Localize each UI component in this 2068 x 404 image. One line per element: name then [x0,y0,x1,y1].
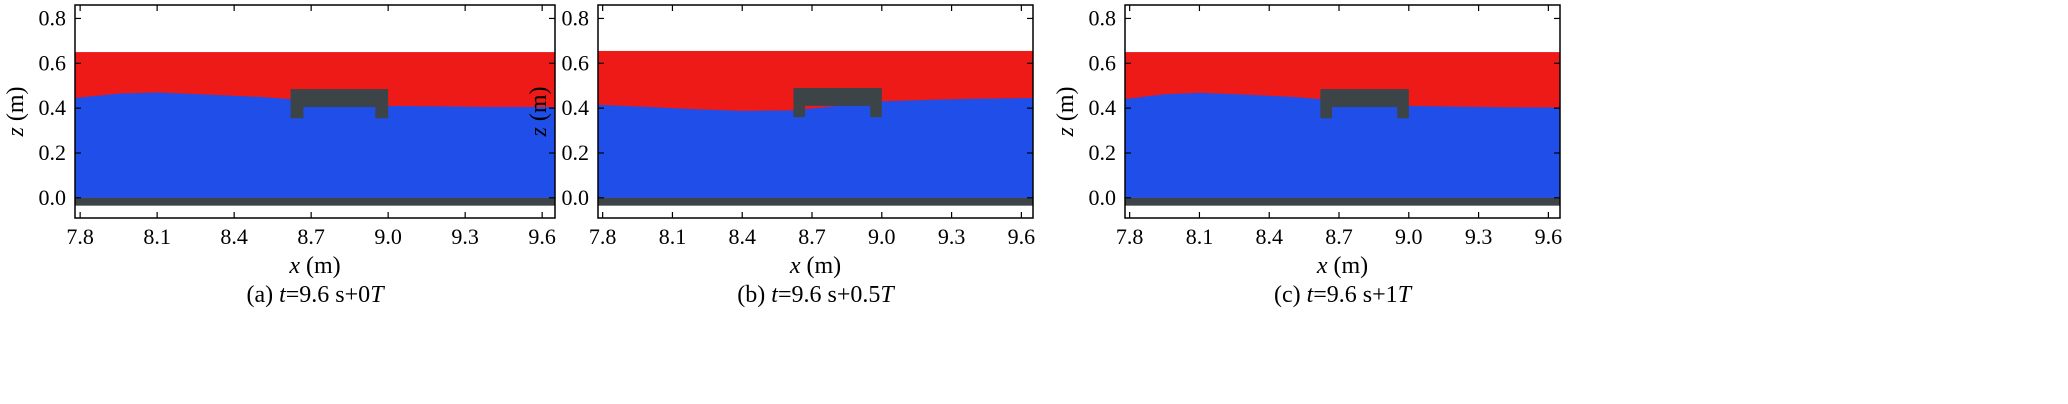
y-tick-label: 0.8 [562,5,590,30]
y-axis-label: z (m) [526,87,552,138]
y-axis-label-unit: (m) [526,87,552,128]
y-tick-label: 0.8 [1089,5,1117,30]
panel-c: 7.8 8.1 8.4 8.7 9.0 9.3 9.6 0.0 0.2 0.4 0.6 0.8 x (m… [1053,4,1563,308]
plot-frame [1124,4,1561,219]
panel-caption: (c) t=9.6 s+1T [1274,282,1413,308]
y-tick-label: 0.4 [39,95,67,120]
caption-mid: =9.6 s+0.5 [778,282,880,308]
x-tick-label: 8.4 [728,224,756,249]
y-tick-label: 0.6 [562,50,590,75]
structure-leg-left [290,107,304,119]
plot-frame [74,4,556,219]
structure-leg-left [793,105,806,118]
caption-mid: =9.6 s+0 [286,282,370,308]
x-tick-label: 9.3 [1465,224,1493,249]
structure-deck [793,87,882,106]
y-tick-label: 0.4 [1089,95,1117,120]
y-tick-label: 0.8 [39,5,67,30]
x-tick-label: 8.7 [1325,224,1353,249]
water-region [598,98,1033,198]
x-axis-label-var: x [1316,253,1328,279]
panel-b: 7.8 8.1 8.4 8.7 9.0 9.3 9.60.00.20.40.60.8x (m… [526,4,1036,308]
x-tick-label: 8.4 [220,224,248,249]
bed-floor [1125,197,1560,206]
x-tick-label: 7.8 [66,224,94,249]
x-tick-label: 7.8 [1116,224,1144,249]
y-tick-label: 0.0 [562,185,590,210]
y-tick-label: 0.6 [39,50,67,75]
caption-var: t [279,282,287,308]
x-tick-label: 8.4 [1255,224,1283,249]
y-tick-label: 0.0 [39,185,67,210]
x-tick-label: 8.7 [297,224,325,249]
caption-prefix: (a) [246,282,279,308]
structure-deck [1320,89,1409,108]
y-axis-label-unit: (m) [3,87,29,128]
structure-deck [290,89,389,108]
y-tick-label: 0.2 [39,140,67,165]
x-axis-label-unit: (m) [801,253,842,279]
plot-frame [597,4,1034,219]
x-tick-label: 9.6 [1008,224,1036,249]
y-axis-label-var: z [526,127,552,138]
caption-suffix: T [880,282,895,308]
caption-var: t [1307,282,1315,308]
panel-a: 7.8 8.1 8.4 8.7 9.0 9.3 9.6 0.0 0.2 0.4 0.6 0.8 x (m… [3,4,556,308]
caption-var: t [771,282,779,308]
caption-suffix: T [370,282,385,308]
x-axis-label-var: x [288,253,300,279]
x-axis-label: x (m) [1316,253,1368,279]
structure-leg-right [870,105,882,118]
x-tick-label: 7.8 [589,224,617,249]
structure-leg-right [375,107,389,119]
y-axis-label-var: z [1053,127,1079,138]
x-tick-label: 9.3 [938,224,966,249]
y-tick-label: 0.2 [1089,140,1117,165]
caption-prefix: (c) [1274,282,1307,308]
y-axis-label-unit: (m) [1053,87,1079,128]
panel-caption: (a) t=9.6 s+0T [246,282,385,308]
y-tick-label: 0.4 [562,95,590,120]
x-axis-label: x (m) [288,253,340,279]
y-tick-label: 0.0 [1089,185,1117,210]
x-tick-label: 8.1 [659,224,687,249]
structure-leg-right [1397,107,1409,119]
plot-area [1125,52,1560,206]
x-tick-label: 8.7 [798,224,826,249]
x-tick-label: 8.1 [1186,224,1214,249]
y-axis-label: z (m) [3,87,29,138]
caption-prefix: (b) [737,282,771,308]
plot-area [598,50,1033,206]
water-region [75,92,555,198]
panel-caption: (b) t=9.6 s+0.5T [737,282,895,308]
y-tick-label: 0.6 [1089,50,1117,75]
y-axis-label-var: z [3,127,29,138]
x-axis-label-unit: (m) [300,253,341,279]
x-tick-label: 8.1 [143,224,171,249]
x-tick-label: 9.0 [868,224,896,249]
caption-mid: =9.6 s+1 [1313,282,1397,308]
x-tick-label: 9.6 [528,224,556,249]
y-axis-label: z (m) [1053,87,1079,138]
bed-floor [598,197,1033,206]
x-tick-label: 9.0 [1395,224,1423,249]
plot-area [75,52,555,206]
bed-floor [75,197,555,206]
x-tick-label: 9.0 [374,224,402,249]
x-axis-label-unit: (m) [1328,253,1369,279]
x-tick-label: 9.6 [1535,224,1563,249]
water-region [1125,92,1560,198]
caption-suffix: T [1398,282,1413,308]
y-tick-label: 0.2 [562,140,590,165]
x-axis-label-var: x [789,253,801,279]
x-tick-label: 9.3 [451,224,479,249]
structure-leg-left [1320,107,1333,119]
x-axis-label: x (m) [789,253,841,279]
